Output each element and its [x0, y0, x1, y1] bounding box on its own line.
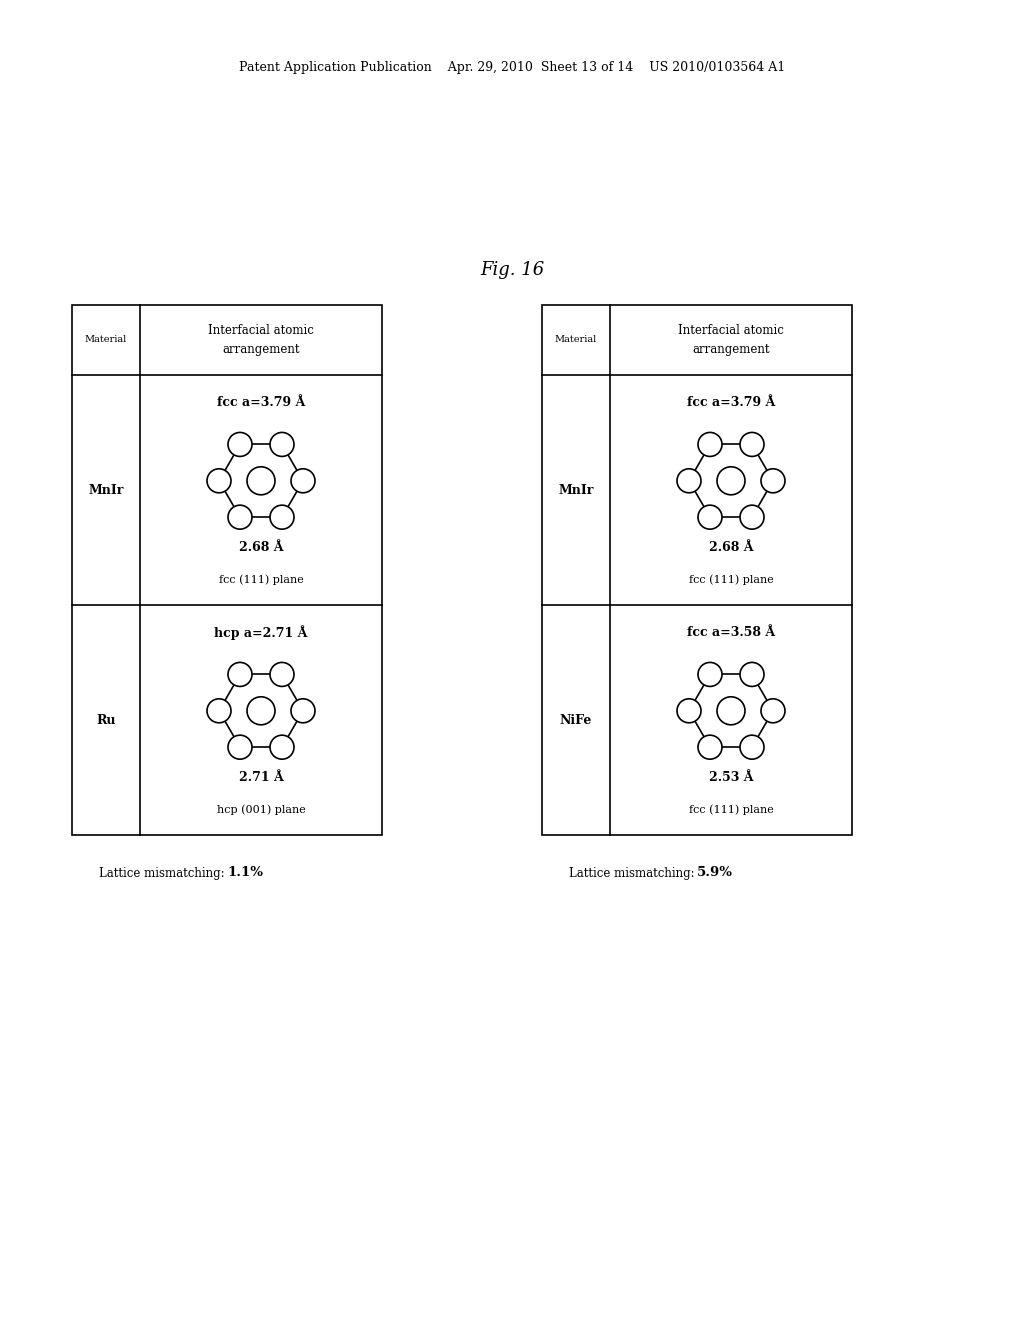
- Text: fcc a=3.58 Å: fcc a=3.58 Å: [687, 626, 775, 639]
- Text: Interfacial atomic
arrangement: Interfacial atomic arrangement: [678, 325, 784, 355]
- Circle shape: [291, 469, 315, 492]
- Text: hcp (001) plane: hcp (001) plane: [217, 804, 305, 814]
- Circle shape: [677, 469, 701, 492]
- Circle shape: [247, 467, 275, 495]
- Bar: [542, 305, 852, 836]
- Text: Lattice mismatching:: Lattice mismatching:: [99, 866, 225, 879]
- Circle shape: [677, 698, 701, 723]
- Circle shape: [761, 698, 785, 723]
- Text: Ru: Ru: [96, 714, 116, 726]
- Text: 2.68 Å: 2.68 Å: [709, 541, 754, 554]
- Text: MnIr: MnIr: [88, 483, 124, 496]
- Text: Material: Material: [85, 335, 127, 345]
- Text: fcc (111) plane: fcc (111) plane: [688, 804, 773, 814]
- Circle shape: [740, 663, 764, 686]
- Text: 5.9%: 5.9%: [697, 866, 733, 879]
- Text: fcc a=3.79 Å: fcc a=3.79 Å: [217, 396, 305, 409]
- Circle shape: [228, 506, 252, 529]
- Text: MnIr: MnIr: [558, 483, 594, 496]
- Circle shape: [270, 735, 294, 759]
- Circle shape: [740, 735, 764, 759]
- Text: 2.68 Å: 2.68 Å: [239, 541, 284, 554]
- Circle shape: [698, 735, 722, 759]
- Circle shape: [698, 506, 722, 529]
- Circle shape: [228, 663, 252, 686]
- Text: fcc a=3.79 Å: fcc a=3.79 Å: [687, 396, 775, 409]
- Text: Fig. 16: Fig. 16: [480, 261, 544, 279]
- Text: Material: Material: [555, 335, 597, 345]
- Circle shape: [698, 663, 722, 686]
- Circle shape: [270, 506, 294, 529]
- Text: NiFe: NiFe: [560, 714, 592, 726]
- Circle shape: [247, 697, 275, 725]
- Text: Interfacial atomic
arrangement: Interfacial atomic arrangement: [208, 325, 314, 355]
- Circle shape: [740, 433, 764, 457]
- Circle shape: [717, 467, 745, 495]
- Text: fcc (111) plane: fcc (111) plane: [688, 574, 773, 585]
- Circle shape: [207, 698, 231, 723]
- Text: fcc (111) plane: fcc (111) plane: [219, 574, 303, 585]
- Text: Lattice mismatching:: Lattice mismatching:: [569, 866, 695, 879]
- Circle shape: [291, 698, 315, 723]
- Text: 2.53 Å: 2.53 Å: [709, 771, 754, 784]
- Circle shape: [717, 697, 745, 725]
- Circle shape: [270, 433, 294, 457]
- Text: hcp a=2.71 Å: hcp a=2.71 Å: [214, 626, 307, 640]
- Circle shape: [228, 433, 252, 457]
- Circle shape: [270, 663, 294, 686]
- Circle shape: [761, 469, 785, 492]
- Circle shape: [698, 433, 722, 457]
- Circle shape: [228, 735, 252, 759]
- Text: 2.71 Å: 2.71 Å: [239, 771, 284, 784]
- Text: Patent Application Publication    Apr. 29, 2010  Sheet 13 of 14    US 2010/01035: Patent Application Publication Apr. 29, …: [239, 62, 785, 74]
- Circle shape: [207, 469, 231, 492]
- Circle shape: [740, 506, 764, 529]
- Text: 1.1%: 1.1%: [227, 866, 263, 879]
- Bar: [72, 305, 382, 836]
